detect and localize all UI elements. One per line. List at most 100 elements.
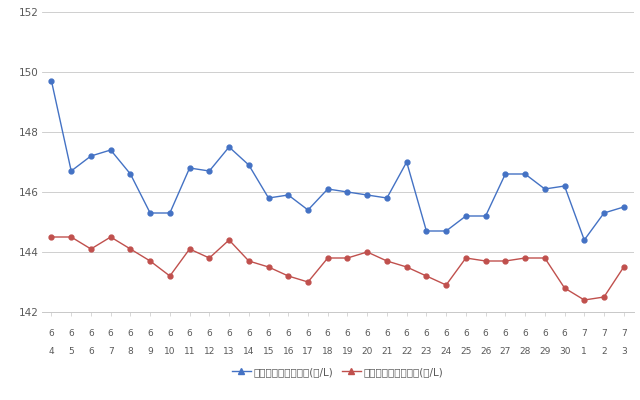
- レギュラー実売価格(円/L): [620, 265, 628, 270]
- レギュラー希販価格(円/L): [383, 196, 391, 200]
- Text: 6: 6: [285, 328, 291, 338]
- Text: 6: 6: [167, 328, 173, 338]
- Text: 6: 6: [502, 328, 508, 338]
- レギュラー実売価格(円/L): [482, 258, 490, 263]
- Text: 29: 29: [539, 346, 550, 356]
- Text: 10: 10: [164, 346, 175, 356]
- Text: 6: 6: [522, 328, 528, 338]
- レギュラー実売価格(円/L): [600, 294, 608, 299]
- Text: 6: 6: [325, 328, 331, 338]
- Text: 6: 6: [226, 328, 232, 338]
- Text: 12: 12: [204, 346, 215, 356]
- Text: 6: 6: [463, 328, 468, 338]
- レギュラー実売価格(円/L): [422, 274, 430, 278]
- レギュラー希販価格(円/L): [580, 238, 588, 242]
- Text: 6: 6: [562, 328, 568, 338]
- レギュラー実売価格(円/L): [324, 256, 332, 260]
- レギュラー実売価格(円/L): [284, 274, 292, 278]
- レギュラー希販価格(円/L): [344, 190, 351, 194]
- レギュラー実売価格(円/L): [383, 258, 391, 263]
- レギュラー希販価格(円/L): [147, 210, 154, 215]
- レギュラー希販価格(円/L): [265, 196, 273, 200]
- レギュラー希販価格(円/L): [482, 214, 490, 218]
- レギュラー実売価格(円/L): [541, 256, 548, 260]
- Line: レギュラー希販価格(円/L): レギュラー希販価格(円/L): [49, 78, 626, 242]
- Text: 2: 2: [601, 346, 607, 356]
- Text: 11: 11: [184, 346, 195, 356]
- レギュラー実売価格(円/L): [403, 265, 410, 270]
- レギュラー実売価格(円/L): [561, 286, 568, 290]
- Text: 6: 6: [444, 328, 449, 338]
- レギュラー希販価格(円/L): [442, 229, 450, 234]
- レギュラー希販価格(円/L): [600, 210, 608, 215]
- レギュラー希販価格(円/L): [186, 166, 193, 170]
- Text: 19: 19: [342, 346, 353, 356]
- Text: 6: 6: [88, 346, 94, 356]
- Text: 6: 6: [483, 328, 488, 338]
- レギュラー希販価格(円/L): [422, 229, 430, 234]
- レギュラー希販価格(円/L): [304, 208, 312, 212]
- Text: 4: 4: [49, 346, 54, 356]
- Text: 7: 7: [621, 328, 627, 338]
- レギュラー実売価格(円/L): [166, 274, 173, 278]
- レギュラー希販価格(円/L): [403, 160, 410, 164]
- レギュラー希販価格(円/L): [87, 154, 95, 158]
- Text: 6: 6: [424, 328, 429, 338]
- レギュラー実売価格(円/L): [47, 234, 55, 239]
- Text: 7: 7: [581, 328, 587, 338]
- Text: 27: 27: [500, 346, 511, 356]
- レギュラー実売価格(円/L): [502, 258, 509, 263]
- Text: 6: 6: [88, 328, 94, 338]
- Text: 6: 6: [266, 328, 271, 338]
- Text: 6: 6: [187, 328, 193, 338]
- レギュラー実売価格(円/L): [462, 256, 470, 260]
- レギュラー希販価格(円/L): [284, 193, 292, 198]
- レギュラー希販価格(円/L): [127, 172, 134, 176]
- Text: 6: 6: [344, 328, 350, 338]
- Text: 6: 6: [127, 328, 133, 338]
- レギュラー希販価格(円/L): [166, 210, 173, 215]
- レギュラー実売価格(円/L): [521, 256, 529, 260]
- レギュラー希販価格(円/L): [521, 172, 529, 176]
- Text: 28: 28: [520, 346, 531, 356]
- レギュラー希販価格(円/L): [502, 172, 509, 176]
- Text: 30: 30: [559, 346, 570, 356]
- Text: 5: 5: [68, 346, 74, 356]
- Text: 16: 16: [282, 346, 294, 356]
- Text: 24: 24: [440, 346, 452, 356]
- レギュラー希販価格(円/L): [67, 169, 75, 174]
- Text: 6: 6: [384, 328, 390, 338]
- Text: 7: 7: [108, 346, 113, 356]
- レギュラー希販価格(円/L): [561, 184, 568, 188]
- レギュラー実売価格(円/L): [580, 298, 588, 302]
- Text: 21: 21: [381, 346, 392, 356]
- Text: 6: 6: [207, 328, 212, 338]
- レギュラー希販価格(円/L): [324, 186, 332, 192]
- Text: 6: 6: [404, 328, 410, 338]
- Text: 25: 25: [460, 346, 472, 356]
- Text: 1: 1: [581, 346, 587, 356]
- レギュラー実売価格(円/L): [127, 246, 134, 252]
- Line: レギュラー実売価格(円/L): レギュラー実売価格(円/L): [49, 234, 626, 302]
- Text: 8: 8: [127, 346, 133, 356]
- レギュラー実売価格(円/L): [265, 265, 273, 270]
- Text: 13: 13: [223, 346, 235, 356]
- レギュラー希販価格(円/L): [462, 214, 470, 218]
- Text: 15: 15: [263, 346, 275, 356]
- レギュラー希販価格(円/L): [541, 186, 548, 192]
- Legend: レギュラー希販価格(円/L), レギュラー実売価格(円/L): レギュラー希販価格(円/L), レギュラー実売価格(円/L): [232, 367, 444, 377]
- レギュラー実売価格(円/L): [147, 258, 154, 263]
- レギュラー実売価格(円/L): [364, 250, 371, 254]
- Text: 6: 6: [49, 328, 54, 338]
- レギュラー希販価格(円/L): [225, 144, 233, 149]
- レギュラー実売価格(円/L): [225, 238, 233, 242]
- レギュラー実売価格(円/L): [87, 246, 95, 252]
- レギュラー実売価格(円/L): [344, 256, 351, 260]
- Text: 23: 23: [420, 346, 432, 356]
- Text: 7: 7: [601, 328, 607, 338]
- レギュラー希販価格(円/L): [205, 169, 213, 174]
- レギュラー実売価格(円/L): [304, 280, 312, 284]
- Text: 18: 18: [322, 346, 333, 356]
- Text: 3: 3: [621, 346, 627, 356]
- レギュラー希販価格(円/L): [620, 205, 628, 210]
